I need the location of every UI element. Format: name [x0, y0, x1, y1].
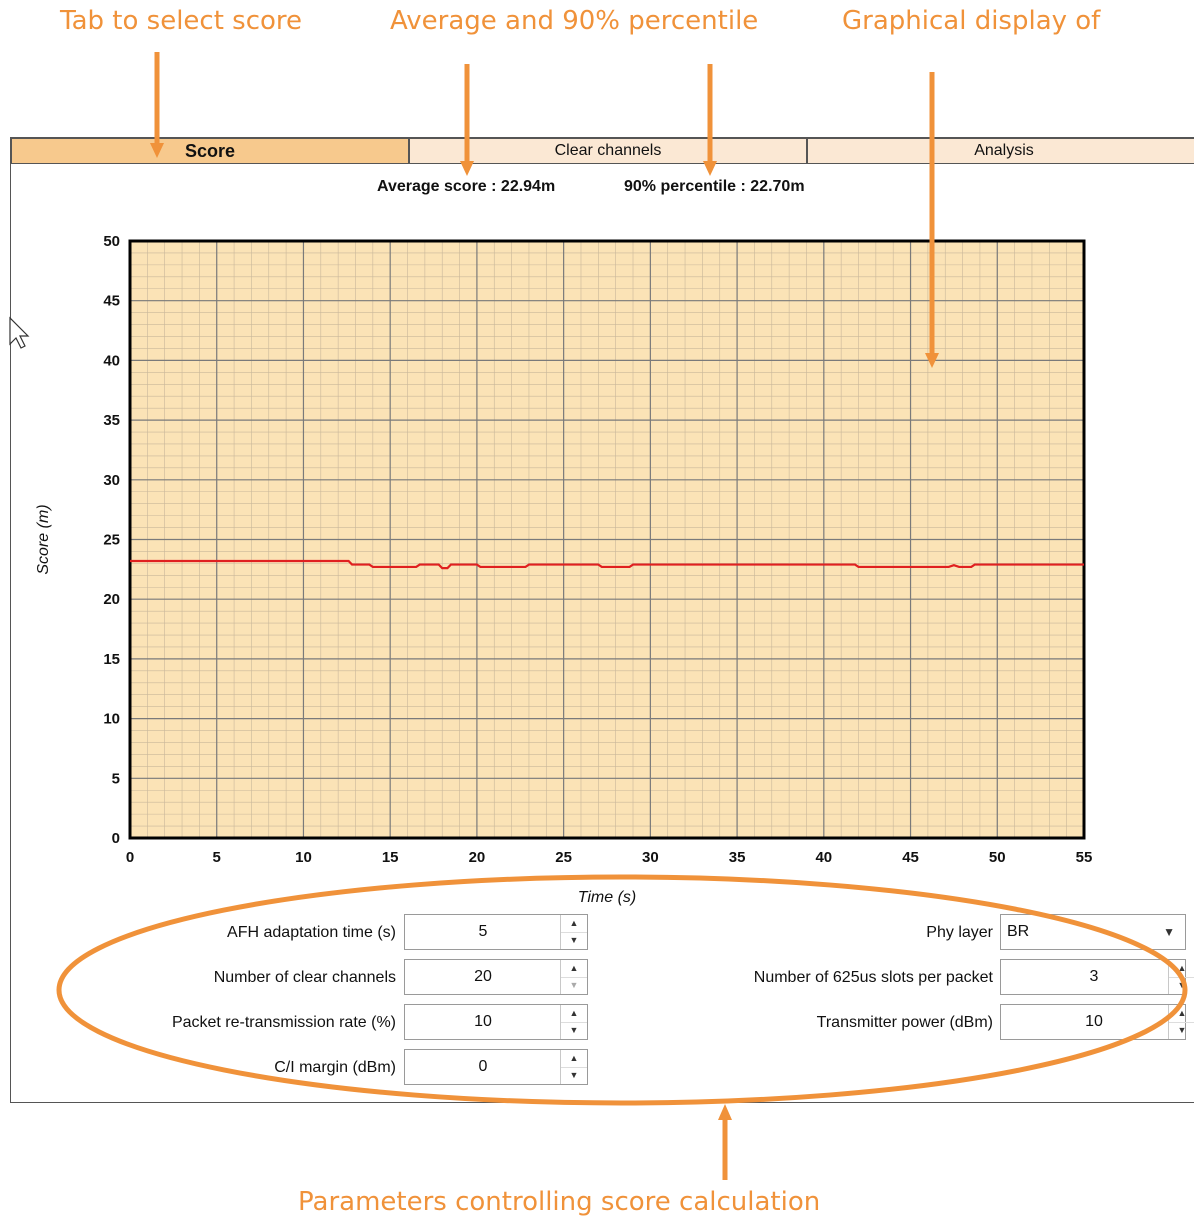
spin-up-icon[interactable]: ▲ — [561, 1050, 587, 1068]
retrans-label: Packet re-transmission rate (%) — [171, 1014, 396, 1031]
phy-layer-select[interactable]: BR ▼ — [1000, 914, 1186, 950]
retrans-value: 10 — [474, 1013, 492, 1030]
slots-value: 3 — [1089, 968, 1099, 985]
tab-score[interactable]: Score — [11, 138, 409, 164]
power-label: Transmitter power (dBm) — [816, 1014, 993, 1031]
spin-down-icon[interactable]: ▼ — [569, 1070, 579, 1080]
spin-up-icon[interactable]: ▲ — [561, 960, 587, 978]
spin-up-icon[interactable]: ▲ — [561, 915, 587, 933]
ci-margin-label: C/I margin (dBm) — [274, 1059, 396, 1076]
power-spinbox[interactable]: 10 ▲ ▼ — [1000, 1004, 1194, 1040]
tab-analysis[interactable]: Analysis — [807, 138, 1194, 164]
chevron-down-icon: ▼ — [1163, 925, 1175, 939]
afh-label: AFH adaptation time (s) — [227, 924, 396, 941]
spin-up-icon[interactable]: ▲ — [561, 1005, 587, 1023]
spin-down-icon[interactable]: ▼ — [569, 980, 579, 990]
spin-up-icon[interactable]: ▲ — [1169, 1005, 1194, 1023]
spin-down-icon[interactable]: ▼ — [1177, 980, 1187, 990]
slots-spinbox[interactable]: 3 ▲ ▼ — [1000, 959, 1194, 995]
ci-margin-spinbox[interactable]: 0 ▲ ▼ — [404, 1049, 588, 1085]
retrans-spinbox[interactable]: 10 ▲ ▼ — [404, 1004, 588, 1040]
phy-layer-label: Phy layer — [926, 924, 993, 941]
spin-down-icon[interactable]: ▼ — [1177, 1025, 1187, 1035]
spin-down-icon[interactable]: ▼ — [569, 935, 579, 945]
afh-spinbox[interactable]: 5 ▲ ▼ — [404, 914, 588, 950]
phy-layer-value: BR — [1007, 923, 1030, 940]
tab-bar: Score Clear channels Analysis — [11, 138, 1194, 165]
annotation-parameters: Parameters controlling score calculation — [298, 1187, 821, 1217]
average-score: Average score : 22.94m — [377, 178, 556, 195]
clear-channels-value: 20 — [474, 968, 492, 985]
annotation-average-percentile: Average and 90% percentile — [390, 6, 759, 36]
annotation-graphical-display: Graphical display of — [842, 6, 1101, 36]
afh-value: 5 — [478, 923, 488, 940]
arrow-parameters — [718, 1104, 732, 1180]
clear-channels-label: Number of clear channels — [213, 969, 396, 986]
power-value: 10 — [1085, 1013, 1103, 1030]
slots-label: Number of 625us slots per packet — [753, 969, 993, 986]
tab-clear-channels[interactable]: Clear channels — [409, 138, 807, 164]
annotation-tab-select: Tab to select score — [60, 6, 303, 36]
spin-up-icon[interactable]: ▲ — [1169, 960, 1194, 978]
spin-down-icon[interactable]: ▼ — [569, 1025, 579, 1035]
percentile-score: 90% percentile : 22.70m — [624, 178, 805, 195]
ci-margin-value: 0 — [478, 1058, 488, 1075]
clear-channels-spinbox[interactable]: 20 ▲ ▼ — [404, 959, 588, 995]
